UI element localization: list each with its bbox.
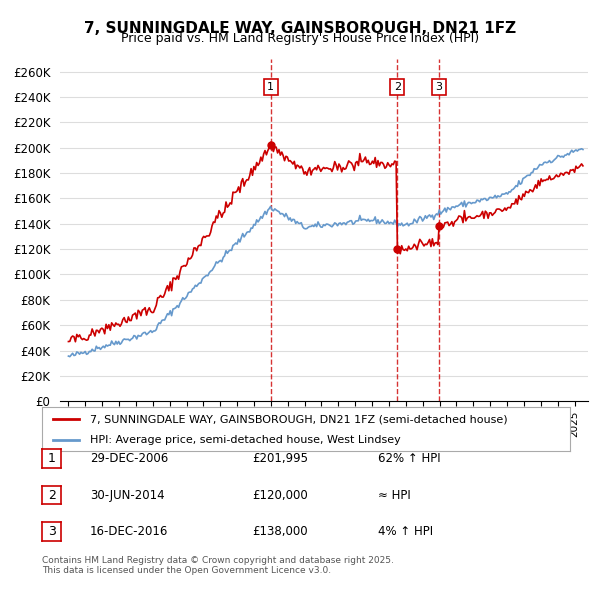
- Text: Price paid vs. HM Land Registry's House Price Index (HPI): Price paid vs. HM Land Registry's House …: [121, 32, 479, 45]
- Text: 1: 1: [47, 452, 56, 465]
- Text: 16-DEC-2016: 16-DEC-2016: [90, 525, 169, 538]
- Text: HPI: Average price, semi-detached house, West Lindsey: HPI: Average price, semi-detached house,…: [89, 435, 400, 445]
- Text: 7, SUNNINGDALE WAY, GAINSBOROUGH, DN21 1FZ (semi-detached house): 7, SUNNINGDALE WAY, GAINSBOROUGH, DN21 1…: [89, 415, 507, 424]
- Text: 29-DEC-2006: 29-DEC-2006: [90, 452, 168, 465]
- Text: ≈ HPI: ≈ HPI: [378, 489, 411, 502]
- Text: 62% ↑ HPI: 62% ↑ HPI: [378, 452, 440, 465]
- Text: 3: 3: [47, 525, 56, 538]
- Text: 3: 3: [436, 82, 442, 92]
- Text: £138,000: £138,000: [252, 525, 308, 538]
- Text: 2: 2: [394, 82, 401, 92]
- Text: £201,995: £201,995: [252, 452, 308, 465]
- Text: 30-JUN-2014: 30-JUN-2014: [90, 489, 164, 502]
- Text: 2: 2: [47, 489, 56, 502]
- Text: Contains HM Land Registry data © Crown copyright and database right 2025.
This d: Contains HM Land Registry data © Crown c…: [42, 556, 394, 575]
- Text: 7, SUNNINGDALE WAY, GAINSBOROUGH, DN21 1FZ: 7, SUNNINGDALE WAY, GAINSBOROUGH, DN21 1…: [84, 21, 516, 35]
- Text: 1: 1: [267, 82, 274, 92]
- Text: 4% ↑ HPI: 4% ↑ HPI: [378, 525, 433, 538]
- Text: £120,000: £120,000: [252, 489, 308, 502]
